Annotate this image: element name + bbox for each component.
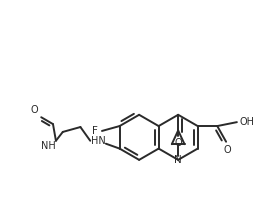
Text: F: F: [92, 126, 98, 136]
Text: O: O: [30, 105, 38, 115]
Text: O: O: [223, 145, 231, 155]
Text: O: O: [174, 138, 182, 148]
Text: HN: HN: [91, 136, 105, 146]
Text: OH: OH: [239, 117, 254, 127]
Text: NH: NH: [41, 141, 55, 151]
Text: N: N: [174, 155, 182, 165]
